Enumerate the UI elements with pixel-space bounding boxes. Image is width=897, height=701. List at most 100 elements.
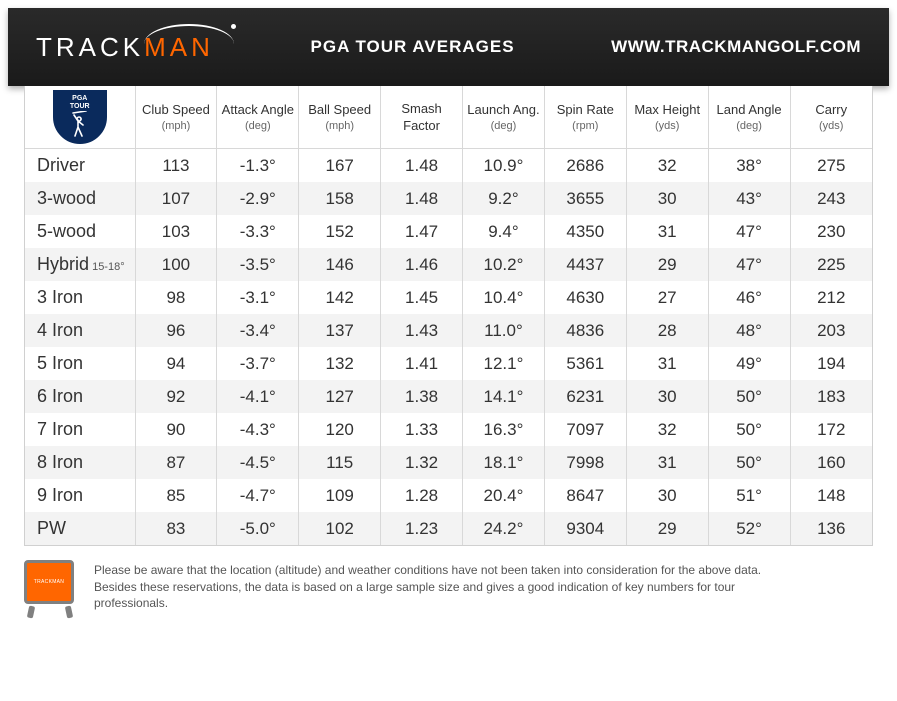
data-cell: 32 xyxy=(626,149,708,183)
club-name-cell: 8 Iron xyxy=(25,446,135,479)
averages-table: Club Speed(mph)Attack Angle(deg)Ball Spe… xyxy=(25,86,872,545)
data-cell: 9.2° xyxy=(463,182,545,215)
logo-arc-icon xyxy=(144,24,234,44)
column-label: Carry xyxy=(815,102,847,117)
footer: Please be aware that the location (altit… xyxy=(0,546,897,624)
page-title: PGA TOUR AVERAGES xyxy=(311,37,515,57)
golfer-silhouette-icon xyxy=(70,111,90,137)
data-cell: 90 xyxy=(135,413,217,446)
data-cell: 7998 xyxy=(544,446,626,479)
table-row: PW83-5.0°1021.2324.2°93042952°136 xyxy=(25,512,872,545)
column-header: Land Angle(deg) xyxy=(708,86,790,149)
data-cell: 148 xyxy=(790,479,872,512)
data-cell: 1.23 xyxy=(381,512,463,545)
trackman-logo: TRACKMAN xyxy=(36,32,214,63)
data-cell: 30 xyxy=(626,479,708,512)
data-cell: 43° xyxy=(708,182,790,215)
table-row: Driver113-1.3°1671.4810.9°26863238°275 xyxy=(25,149,872,183)
logo-text-track: TRACK xyxy=(36,32,144,63)
club-name-cell: 5 Iron xyxy=(25,347,135,380)
column-header: Club Speed(mph) xyxy=(135,86,217,149)
data-cell: 113 xyxy=(135,149,217,183)
data-cell: 1.41 xyxy=(381,347,463,380)
table-row: 8 Iron87-4.5°1151.3218.1°79983150°160 xyxy=(25,446,872,479)
data-cell: 46° xyxy=(708,281,790,314)
data-cell: 10.9° xyxy=(463,149,545,183)
pga-tour-logo-cell xyxy=(25,86,135,149)
data-cell: 47° xyxy=(708,215,790,248)
data-cell: -3.7° xyxy=(217,347,299,380)
data-cell: 160 xyxy=(790,446,872,479)
data-cell: -4.5° xyxy=(217,446,299,479)
data-cell: 30 xyxy=(626,182,708,215)
data-cell: 1.45 xyxy=(381,281,463,314)
column-unit: (deg) xyxy=(465,119,542,133)
club-name-cell: 7 Iron xyxy=(25,413,135,446)
data-cell: 115 xyxy=(299,446,381,479)
club-name-cell: Hybrid 15-18° xyxy=(25,248,135,281)
data-cell: 20.4° xyxy=(463,479,545,512)
club-name-cell: PW xyxy=(25,512,135,545)
data-cell: 146 xyxy=(299,248,381,281)
data-cell: 4350 xyxy=(544,215,626,248)
data-cell: 1.48 xyxy=(381,149,463,183)
data-cell: 4437 xyxy=(544,248,626,281)
data-cell: 225 xyxy=(790,248,872,281)
column-header: Smash Factor xyxy=(381,86,463,149)
header-url: WWW.TRACKMANGOLF.COM xyxy=(611,37,861,57)
data-cell: 1.47 xyxy=(381,215,463,248)
column-unit: (yds) xyxy=(793,119,871,133)
club-name-cell: 9 Iron xyxy=(25,479,135,512)
club-name-cell: 4 Iron xyxy=(25,314,135,347)
data-cell: 158 xyxy=(299,182,381,215)
data-cell: 183 xyxy=(790,380,872,413)
data-cell: 18.1° xyxy=(463,446,545,479)
club-name-cell: Driver xyxy=(25,149,135,183)
data-cell: 92 xyxy=(135,380,217,413)
column-header: Max Height (yds) xyxy=(626,86,708,149)
data-cell: 172 xyxy=(790,413,872,446)
column-header: Spin Rate(rpm) xyxy=(544,86,626,149)
data-cell: 203 xyxy=(790,314,872,347)
data-cell: 96 xyxy=(135,314,217,347)
data-cell: -4.3° xyxy=(217,413,299,446)
column-unit: (deg) xyxy=(219,119,296,133)
table-row: 6 Iron92-4.1°1271.3814.1°62313050°183 xyxy=(25,380,872,413)
data-cell: 1.46 xyxy=(381,248,463,281)
data-cell: 1.48 xyxy=(381,182,463,215)
data-cell: 1.38 xyxy=(381,380,463,413)
table-row: 7 Iron90-4.3°1201.3316.3°70973250°172 xyxy=(25,413,872,446)
data-cell: 98 xyxy=(135,281,217,314)
column-unit: (yds) xyxy=(629,119,706,133)
data-cell: 16.3° xyxy=(463,413,545,446)
data-cell: 31 xyxy=(626,446,708,479)
data-cell: 167 xyxy=(299,149,381,183)
table-row: 9 Iron85-4.7°1091.2820.4°86473051°148 xyxy=(25,479,872,512)
data-cell: 9.4° xyxy=(463,215,545,248)
table-row: 4 Iron96-3.4°1371.4311.0°48362848°203 xyxy=(25,314,872,347)
data-cell: -3.4° xyxy=(217,314,299,347)
footer-disclaimer: Please be aware that the location (altit… xyxy=(94,562,794,612)
data-cell: 107 xyxy=(135,182,217,215)
table-row: 5 Iron94-3.7°1321.4112.1°53613149°194 xyxy=(25,347,872,380)
data-cell: 85 xyxy=(135,479,217,512)
club-name-cell: 5-wood xyxy=(25,215,135,248)
data-cell: 31 xyxy=(626,347,708,380)
trackman-device-icon xyxy=(24,560,76,614)
data-cell: 194 xyxy=(790,347,872,380)
data-cell: 51° xyxy=(708,479,790,512)
table-body: Driver113-1.3°1671.4810.9°26863238°2753-… xyxy=(25,149,872,546)
data-cell: 4836 xyxy=(544,314,626,347)
data-cell: 87 xyxy=(135,446,217,479)
data-cell: 28 xyxy=(626,314,708,347)
column-unit: (rpm) xyxy=(547,119,624,133)
pga-tour-logo-icon xyxy=(53,90,107,144)
column-header: Carry (yds) xyxy=(790,86,872,149)
column-label: Max Height xyxy=(634,102,700,117)
data-cell: 1.43 xyxy=(381,314,463,347)
data-cell: -4.1° xyxy=(217,380,299,413)
data-cell: 132 xyxy=(299,347,381,380)
data-cell: 120 xyxy=(299,413,381,446)
data-cell: 29 xyxy=(626,512,708,545)
column-header: Attack Angle(deg) xyxy=(217,86,299,149)
